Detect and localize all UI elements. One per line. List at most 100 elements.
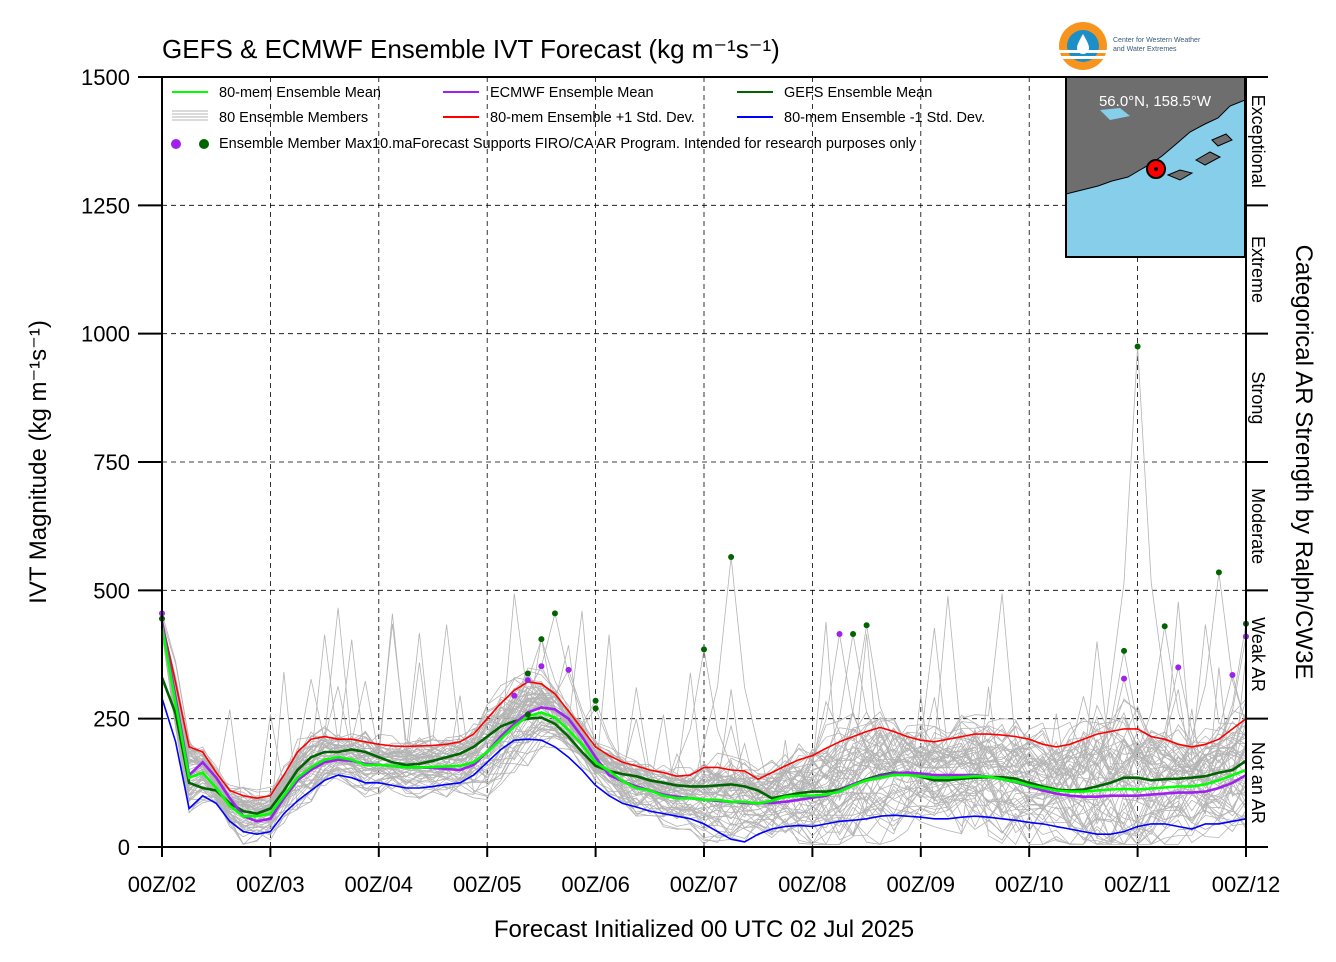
- ensemble-member-line: [161, 622, 1247, 816]
- chart-title: GEFS & ECMWF Ensemble IVT Forecast (kg m…: [162, 34, 780, 64]
- ecmwf-max-point: [1121, 675, 1128, 682]
- x-tick-label: 00Z/08: [778, 872, 847, 897]
- ensemble-member-line: [161, 630, 1247, 846]
- disclaimer-text: Forecast Supports FIRO/CA AR Program. In…: [412, 136, 916, 152]
- inset-map: 56.0°N, 158.5°W: [1065, 76, 1246, 258]
- gefs-max-point: [1215, 569, 1222, 576]
- legend: 80-mem Ensemble Mean 80 Ensemble Members…: [171, 85, 985, 152]
- x-tick-label: 00Z/05: [453, 872, 522, 897]
- inset-map-marker-center: [1154, 167, 1158, 171]
- legend-label-member-max: Ensemble Member Max10.maForecast Support…: [219, 136, 917, 152]
- gefs-max-point: [524, 670, 531, 677]
- x-tick-label: 00Z/02: [128, 872, 197, 897]
- y-tick-label: 250: [93, 707, 130, 732]
- ecmwf-max-point: [524, 677, 531, 684]
- y-tick-label: 0: [118, 835, 130, 860]
- category-axis: Not an AR Weak AR Moderate Strong Extreme Exc…: [1246, 76, 1268, 848]
- ensemble-member-line: [1205, 623, 1247, 785]
- gefs-max-point: [551, 610, 558, 617]
- gefs-max-point: [863, 622, 870, 629]
- category-label: Exceptional: [1248, 95, 1268, 188]
- gefs-max-point: [701, 646, 707, 653]
- gefs-max-point: [592, 705, 599, 712]
- ensemble-member-line: [161, 628, 1247, 823]
- legend-label-minus-std: 80-mem Ensemble -1 Std. Dev.: [784, 110, 985, 126]
- category-label: Moderate: [1248, 488, 1268, 564]
- x-tick-label: 00Z/03: [236, 872, 305, 897]
- gefs-max-point: [524, 711, 531, 718]
- logo-text-line-1: Center for Western Weather: [1113, 37, 1201, 44]
- y-tick-label: 1500: [81, 65, 130, 90]
- y-tick-label: 1250: [81, 193, 130, 218]
- series-line-0: [160, 626, 1247, 818]
- inset-map-land: [1065, 76, 1246, 195]
- series-line-4: [161, 620, 1247, 800]
- inset-map-island-2: [1194, 151, 1222, 166]
- inset-map-island-1: [1166, 169, 1194, 181]
- inset-map-frame: [1065, 76, 1246, 258]
- x-tick-label: 00Z/09: [887, 872, 956, 897]
- ensemble-member-line: [161, 627, 1247, 833]
- gefs-max-point: [728, 553, 735, 560]
- legend-label-members: 80 Ensemble Members: [219, 110, 368, 126]
- y-axis: 0 250 500 750 1000 1250 1500: [81, 65, 162, 860]
- ensemble-member-line: [161, 626, 1247, 842]
- ecmwf-max-point: [1175, 664, 1182, 671]
- legend-marker-ecmwf-max: [171, 139, 181, 149]
- ecmwf-max-point: [538, 663, 545, 670]
- ensemble-member-line: [1177, 572, 1247, 787]
- ensemble-member-line: [161, 627, 1247, 839]
- ensemble-member-line: [161, 631, 1247, 846]
- cw3e-logo: Center for Western Weather and Water Ext…: [1058, 22, 1201, 70]
- inset-map-location-label: 56.0°N, 158.5°W: [1099, 93, 1212, 110]
- x-tick-label: 00Z/04: [345, 872, 414, 897]
- legend-marker-gefs-max: [199, 139, 209, 149]
- category-label: Weak AR: [1248, 617, 1268, 692]
- legend-swatch-members: [172, 110, 208, 121]
- x-tick-label: 00Z/06: [561, 872, 630, 897]
- ensemble-member-line: [161, 623, 1247, 813]
- ensemble-member-line: [161, 624, 1247, 811]
- category-label: Extreme: [1248, 236, 1268, 303]
- legend-label-plus-std: 80-mem Ensemble +1 Std. Dev.: [490, 110, 695, 126]
- series-line-5: [161, 697, 1247, 843]
- ensemble-member-line: [161, 613, 204, 773]
- ensemble-members: [161, 346, 1247, 846]
- inset-map-island-3: [1211, 133, 1233, 147]
- gefs-max-point: [850, 630, 857, 637]
- ensemble-member-line: [161, 620, 1247, 811]
- ecmwf-max-point: [836, 630, 843, 637]
- x-axis: 00Z/02 00Z/03 00Z/04 00Z/05 00Z/06 00Z/07 00Z/…: [128, 847, 1281, 897]
- inset-map-bay: [1100, 108, 1130, 120]
- gefs-max-point: [538, 636, 545, 643]
- legend-member-max-text: Ensemble Member Max10.ma: [219, 136, 413, 152]
- ensemble-member-line: [161, 633, 1247, 846]
- y-tick-label: 1000: [81, 322, 130, 347]
- logo-text-line-2: and Water Extremes: [1113, 46, 1177, 53]
- x-tick-label: 00Z/10: [995, 872, 1064, 897]
- ensemble-member-line: [1205, 636, 1247, 785]
- gefs-max-point: [592, 697, 599, 704]
- ensemble-member-line: [1191, 674, 1247, 787]
- ensemble-member-line: [161, 623, 1247, 804]
- category-label: Strong: [1248, 371, 1268, 424]
- x-tick-label: 00Z/12: [1212, 872, 1281, 897]
- x-tick-label: 00Z/11: [1104, 872, 1171, 897]
- ecmwf-max-point: [1229, 672, 1236, 679]
- legend-label-ensemble-mean: 80-mem Ensemble Mean: [219, 85, 381, 101]
- gefs-max-point: [1121, 647, 1128, 654]
- gefs-max-point: [1134, 343, 1141, 350]
- ensemble-member-line: [161, 629, 1247, 835]
- x-axis-label: Forecast Initialized 00 UTC 02 Jul 2025: [494, 916, 914, 943]
- y-tick-label: 750: [93, 450, 130, 475]
- x-tick-label: 00Z/07: [670, 872, 739, 897]
- ecmwf-max-point: [511, 692, 518, 699]
- ensemble-member-max-points: [159, 343, 1249, 718]
- legend-label-gefs-mean: GEFS Ensemble Mean: [784, 85, 932, 101]
- ecmwf-max-point: [565, 666, 572, 673]
- gefs-max-point: [1161, 623, 1168, 630]
- legend-label-ecmwf-mean: ECMWF Ensemble Mean: [490, 85, 654, 101]
- ensemble-member-line: [161, 622, 1247, 792]
- right-axis-label: Categorical AR Strength by Ralph/CW3E: [1290, 245, 1317, 680]
